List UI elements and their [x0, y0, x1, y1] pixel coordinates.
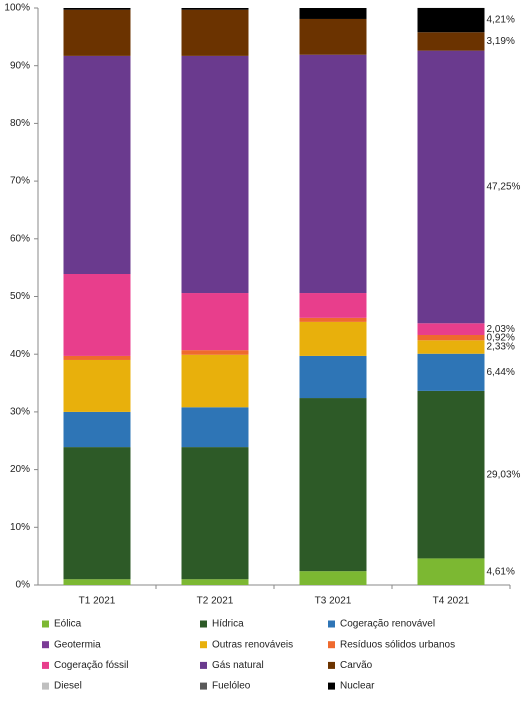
bar-segment: [417, 323, 485, 335]
bar-segment: [181, 354, 249, 408]
bar-segment: [417, 558, 485, 585]
legend-swatch: [328, 682, 335, 690]
x-tick-label: T4 2021: [433, 596, 470, 607]
bar-segment: [63, 273, 131, 356]
bar-segment: [181, 407, 249, 448]
legend-swatch: [328, 661, 335, 669]
x-tick-label: T1 2021: [79, 596, 116, 607]
bar-segment: [299, 398, 367, 572]
y-tick-label: 10%: [10, 522, 30, 533]
bar-segment: [299, 571, 367, 585]
bar-segment: [299, 8, 367, 19]
legend-swatch: [328, 641, 335, 649]
data-label: 3,19%: [487, 36, 515, 47]
bar-segment: [63, 9, 131, 56]
bar-segment: [299, 293, 367, 318]
legend-label: Geotermia: [54, 639, 101, 650]
y-tick-label: 50%: [10, 291, 30, 302]
legend-label: Resíduos sólidos urbanos: [340, 639, 455, 650]
legend-swatch: [42, 682, 49, 690]
legend-label: Nuclear: [340, 681, 375, 692]
bar-segment: [63, 355, 131, 360]
bar-segment: [417, 390, 485, 559]
bar-segment: [63, 411, 131, 448]
data-label: 6,44%: [487, 367, 515, 378]
legend-swatch: [42, 641, 49, 649]
bar-segment: [417, 340, 485, 354]
bar-segment: [417, 7, 485, 33]
legend-label: Fuelóleo: [212, 681, 251, 692]
x-tick-label: T3 2021: [315, 596, 352, 607]
x-tick-label: T2 2021: [197, 596, 234, 607]
y-tick-label: 20%: [10, 464, 30, 475]
legend-label: Carvão: [340, 660, 373, 671]
bar-segment: [299, 321, 367, 356]
bar-segment: [63, 447, 131, 580]
y-tick-label: 70%: [10, 176, 30, 187]
data-label: 0,92%: [487, 332, 515, 343]
bar-segment: [63, 359, 131, 412]
data-label: 29,03%: [487, 469, 521, 480]
legend-label: Cogeração fóssil: [54, 660, 128, 671]
legend-label: Gás natural: [212, 660, 264, 671]
bar-segment: [181, 8, 249, 10]
legend-swatch: [200, 620, 207, 628]
y-tick-label: 40%: [10, 349, 30, 360]
bar-segment: [299, 317, 367, 322]
bar-segment: [299, 355, 367, 399]
y-tick-label: 90%: [10, 60, 30, 71]
y-tick-label: 100%: [4, 3, 30, 14]
legend-swatch: [200, 682, 207, 690]
bar-segment: [181, 9, 249, 56]
legend-label: Outras renováveis: [212, 639, 293, 650]
bar-segment: [417, 353, 485, 391]
bar-segment: [181, 350, 249, 355]
y-tick-label: 30%: [10, 407, 30, 418]
bar-segment: [63, 579, 131, 585]
data-label: 2,33%: [487, 342, 515, 353]
legend-label: Cogeração renovável: [340, 619, 435, 630]
bar-segment: [181, 293, 249, 351]
legend-swatch: [200, 661, 207, 669]
data-label: 4,21%: [487, 15, 515, 26]
legend-label: Eólica: [54, 619, 82, 630]
legend-label: Hídrica: [212, 619, 244, 630]
legend-swatch: [200, 641, 207, 649]
bar-segment: [299, 54, 367, 294]
y-tick-label: 80%: [10, 118, 30, 129]
bar-segment: [181, 447, 249, 580]
y-tick-label: 60%: [10, 233, 30, 244]
bar-segment: [181, 579, 249, 585]
bar-segment: [299, 18, 367, 55]
legend-swatch: [42, 620, 49, 628]
bar-segment: [181, 55, 249, 294]
legend-swatch: [42, 661, 49, 669]
data-label: 4,61%: [487, 566, 515, 577]
legend-label: Diesel: [54, 681, 82, 692]
bar-segment: [417, 334, 485, 341]
bar-segment: [417, 32, 485, 51]
legend-swatch: [328, 620, 335, 628]
data-label: 2,03%: [487, 324, 515, 335]
data-label: 47,25%: [487, 182, 521, 193]
bar-segment: [417, 50, 485, 324]
bar-segment: [63, 55, 131, 274]
y-tick-label: 0%: [16, 580, 31, 591]
bar-segment: [63, 8, 131, 10]
